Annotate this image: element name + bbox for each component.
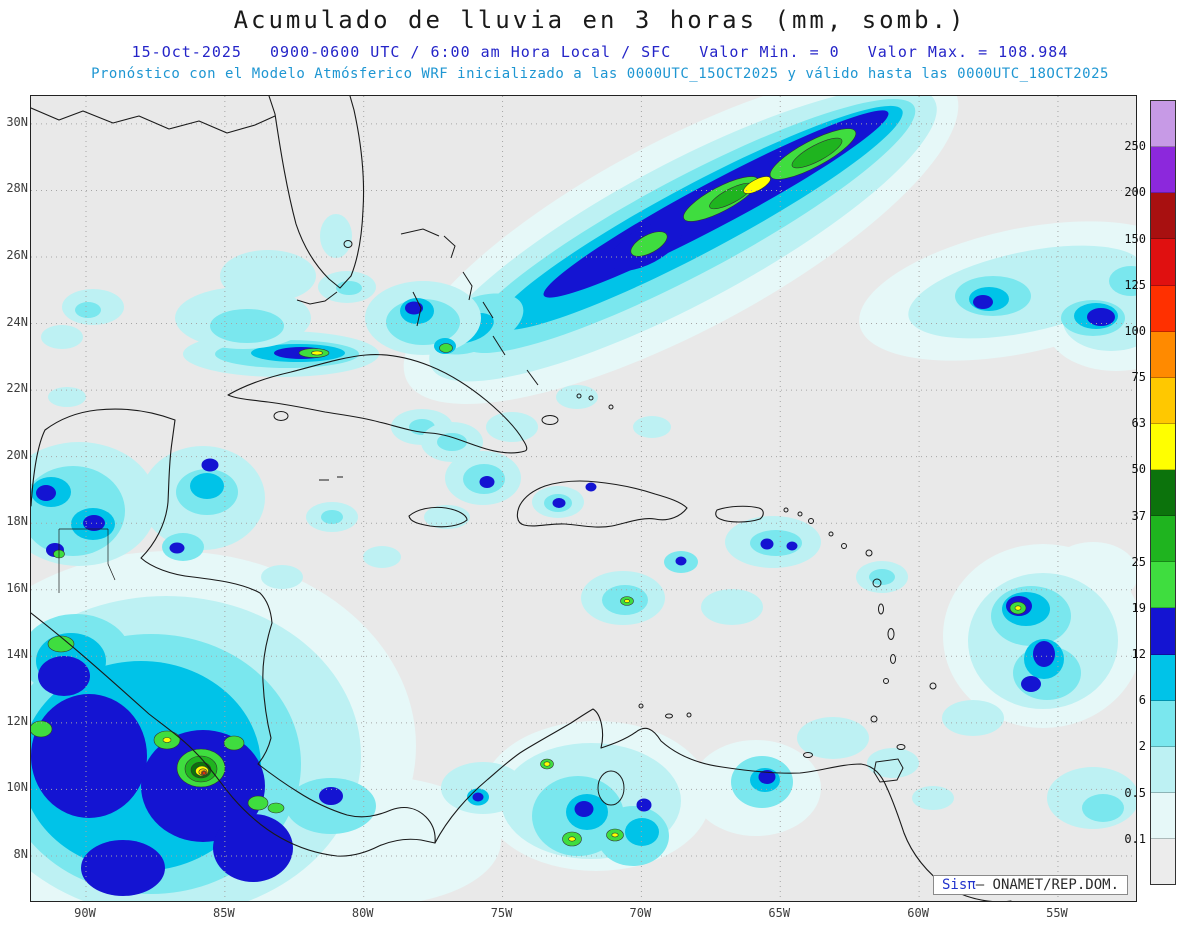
cayman-islands	[319, 476, 343, 481]
subtitle-line1: 15-Oct-2025 0900-0600 UTC / 6:00 am Hora…	[0, 43, 1200, 61]
us-gulf-coast	[31, 107, 276, 134]
hispaniola-coast	[516, 480, 688, 528]
colorbar-segment	[1151, 746, 1175, 793]
lat-tick-label: 12N	[6, 713, 28, 728]
colorbar-value-label: 200	[1124, 185, 1146, 200]
colorbar-segment	[1151, 239, 1175, 286]
colorbar-segment	[1151, 331, 1175, 378]
coastlines	[31, 96, 1012, 901]
subtitle-line2: Pronóstico con el Modelo Atmósferico WRF…	[91, 66, 1109, 82]
lesser-antilles	[638, 507, 937, 783]
lon-tick-label: 55W	[1046, 906, 1068, 920]
colorbar-value-label: 250	[1124, 139, 1146, 154]
colorbar-value-label: 0.5	[1124, 785, 1146, 800]
lon-tick-label: 65W	[768, 906, 791, 920]
jamaica-coast	[408, 506, 468, 528]
lake-okeechobee	[343, 240, 353, 248]
lon-tick-label: 60W	[907, 906, 929, 920]
lat-tick-label: 20N	[6, 447, 28, 462]
isla-juventud	[273, 411, 289, 421]
colorbar-segment	[1151, 101, 1175, 148]
lat-tick-label: 22N	[6, 381, 28, 396]
florida-keys	[296, 291, 338, 305]
colorbar-segment	[1151, 839, 1175, 885]
colorbar-value-label: 63	[1131, 416, 1146, 431]
page-title: Acumulado de lluvia en 3 horas (mm, somb…	[233, 6, 967, 34]
political-borders	[58, 528, 116, 593]
value-max: Valor Max. = 108.984	[867, 43, 1069, 61]
colorbar-value-label: 6	[1138, 693, 1146, 708]
colorbar-value-label: 75	[1131, 370, 1146, 385]
colorbar-segment	[1151, 700, 1175, 747]
lat-tick-label: 28N	[6, 181, 28, 196]
colorbar-segment	[1151, 193, 1175, 240]
lon-tick-label: 85W	[213, 906, 235, 920]
map-svg	[31, 96, 1136, 901]
bahamas-islands	[400, 228, 614, 425]
lat-tick-label: 16N	[6, 580, 28, 595]
colorbar-value-label: 150	[1124, 231, 1146, 246]
value-min: Valor Min. = 0	[699, 43, 840, 61]
lat-tick-label: 10N	[6, 780, 28, 795]
colorbar-value-label: 37	[1131, 508, 1146, 523]
map-area: Sisπ— ONAMET/REP.DOM.	[30, 95, 1137, 902]
colorbar-segment	[1151, 147, 1175, 194]
colorbar-segment	[1151, 792, 1175, 839]
colorbar-value-label: 2	[1138, 739, 1146, 754]
colorbar-value-label: 12	[1131, 647, 1146, 662]
attribution-box: Sisπ— ONAMET/REP.DOM.	[932, 875, 1128, 895]
valid-time: 0900-0600 UTC / 6:00 am Hora Local / SFC	[270, 43, 672, 61]
puerto-rico-coast	[715, 505, 764, 523]
lat-tick-label: 8N	[13, 846, 28, 861]
lon-tick-label: 75W	[490, 906, 513, 920]
lon-tick-label: 90W	[74, 906, 96, 920]
lake-maracaibo	[597, 770, 625, 806]
colorbar-segment	[1151, 562, 1175, 609]
precipitation-layer	[31, 96, 1136, 901]
attribution-app: Sisπ	[941, 877, 976, 893]
lat-tick-label: 14N	[6, 647, 28, 662]
lat-tick-label: 26N	[6, 248, 28, 262]
colorbar-value-label: 0.1	[1124, 831, 1146, 846]
colorbar-segment	[1151, 285, 1175, 332]
colorbar-segment	[1151, 608, 1175, 655]
header: Acumulado de lluvia en 3 horas (mm, somb…	[0, 0, 1200, 82]
grid-lines	[31, 96, 1136, 901]
lon-tick-label: 80W	[351, 906, 374, 920]
central-america-caribbean-coast	[31, 408, 436, 844]
lon-tick-label: 70W	[629, 906, 652, 920]
valid-date: 15-Oct-2025	[131, 43, 242, 61]
lat-tick-label: 30N	[6, 114, 28, 129]
colorbar-value-label: 125	[1124, 277, 1146, 292]
colorbar-segment	[1151, 470, 1175, 517]
colorbar-segment	[1151, 654, 1175, 701]
south-america-coast	[434, 708, 1012, 901]
cuba-coast	[227, 354, 528, 454]
colorbar-segment	[1151, 377, 1175, 424]
colorbar-value-label: 50	[1131, 462, 1146, 477]
colorbar-segment	[1151, 516, 1175, 563]
colorbar-value-label: 25	[1131, 554, 1146, 569]
central-america-pacific-coast	[31, 612, 436, 857]
lat-tick-label: 18N	[6, 514, 28, 529]
attribution-org: — ONAMET/REP.DOM.	[975, 877, 1119, 893]
colorbar-segment	[1151, 423, 1175, 470]
colorbar-value-label: 19	[1131, 600, 1146, 615]
lat-tick-label: 24N	[6, 314, 28, 329]
colorbar-value-label: 100	[1124, 323, 1146, 338]
colorbar	[1150, 100, 1176, 885]
florida-coast	[268, 96, 365, 289]
